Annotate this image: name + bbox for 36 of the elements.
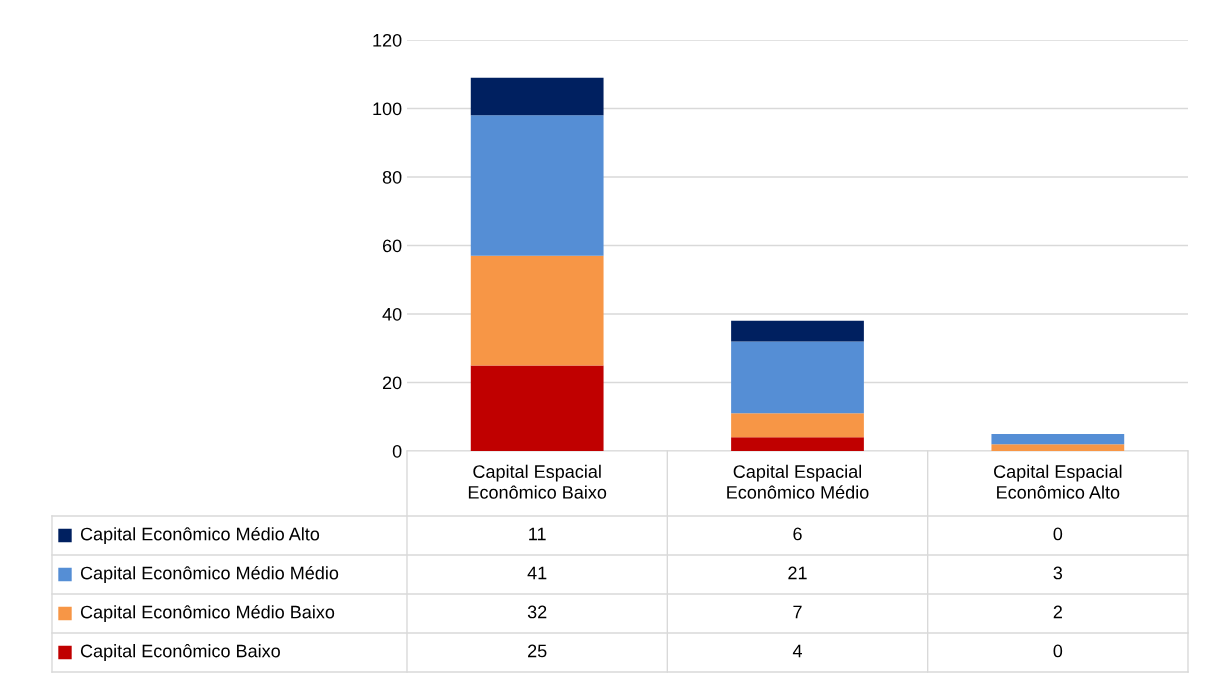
data-label: 0 (1053, 644, 1063, 658)
data-label: 0 (1053, 527, 1063, 541)
data-label: 21 (788, 566, 807, 580)
bar (731, 320, 864, 342)
y-tick-label: 40 (382, 307, 402, 321)
legend-label: Capital Econômico Médio Alto (80, 526, 320, 545)
y-tick-label: 80 (382, 170, 402, 184)
bar (470, 77, 604, 116)
data-label: 7 (793, 605, 802, 619)
bar (731, 437, 864, 451)
data-label: 41 (527, 566, 547, 580)
data-label: 4 (792, 644, 802, 658)
data-label: 11 (529, 527, 546, 541)
bar (731, 413, 864, 438)
y-tick-label: 60 (382, 239, 402, 253)
data-label: 3 (1053, 566, 1063, 580)
legend-label: Capital Econômico Médio Médio (80, 565, 339, 584)
data-label: 32 (527, 605, 547, 619)
bar (470, 115, 604, 256)
bar (470, 365, 604, 451)
y-tick-label: 100 (373, 102, 402, 116)
legend-label: Capital Econômico Médio Baixo (80, 604, 335, 623)
data-label: 25 (528, 644, 547, 658)
x-tick-label: Capital Espacial Econômico Baixo (468, 464, 607, 499)
bar (731, 341, 864, 414)
x-tick-label: Capital Espacial Econômico Médio (727, 464, 869, 499)
data-label: 2 (1053, 605, 1062, 619)
data-label: 6 (793, 527, 802, 541)
bar (991, 444, 1125, 451)
y-tick-label: 20 (382, 376, 402, 390)
y-tick-label: 120 (373, 33, 402, 47)
y-tick-label: 0 (392, 444, 402, 458)
bar (991, 433, 1125, 445)
legend-label: Capital Econômico Baixo (80, 644, 280, 661)
bar (470, 255, 604, 366)
x-tick-label: Capital Espacial Econômico Alto (994, 464, 1122, 499)
